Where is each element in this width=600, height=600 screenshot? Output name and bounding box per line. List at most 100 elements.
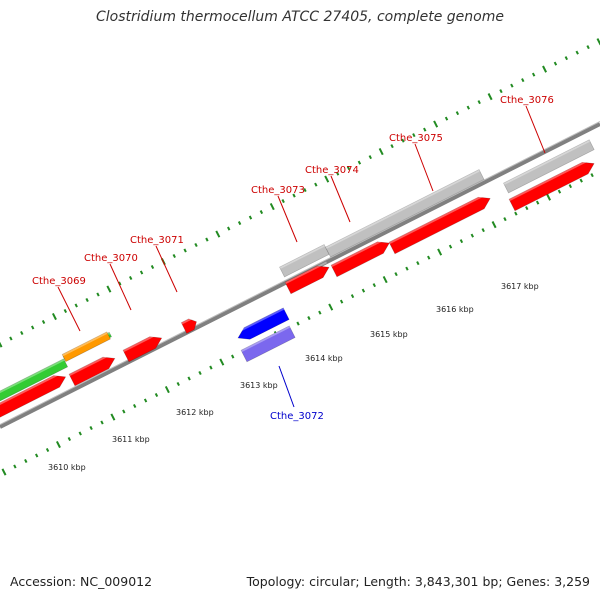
outer-tick: [129, 276, 133, 281]
inner-tick: [503, 217, 507, 222]
outer-tick: [281, 199, 285, 204]
outer-tick: [564, 56, 569, 61]
gene-label: Cthe_3076: [500, 95, 554, 106]
inner-tick: [470, 233, 474, 238]
backbone-highlight: [0, 121, 600, 425]
outer-tick: [368, 155, 372, 160]
gene-label: Cthe_3072: [270, 411, 324, 422]
outer-tick: [106, 285, 112, 293]
kbp-label: 3614 kbp: [305, 354, 343, 363]
label-leader: [414, 143, 434, 192]
outer-tick: [118, 281, 122, 286]
inner-tick: [437, 248, 443, 256]
inner-tick: [45, 447, 50, 453]
inner-tick: [491, 221, 497, 229]
outer-tick: [215, 230, 221, 238]
outer-tick: [378, 148, 384, 156]
outer-tick: [444, 116, 449, 121]
inner-tick: [133, 404, 137, 409]
outer-tick: [150, 265, 155, 270]
label-leaders: [57, 105, 546, 408]
outer-tick: [314, 182, 318, 187]
outer-tick: [227, 226, 231, 231]
outer-tick: [259, 210, 264, 215]
label-leader: [277, 195, 298, 243]
outer-tick: [346, 166, 351, 171]
inner-tick: [416, 261, 420, 266]
inner-tick: [110, 413, 116, 421]
outer-tick: [433, 120, 439, 128]
inner-tick: [231, 354, 235, 359]
inner-tick: [143, 398, 148, 403]
gene-label: Cthe_3073: [251, 185, 305, 196]
inner-tick: [372, 283, 376, 288]
outer-tick: [455, 111, 460, 116]
inner-tick: [427, 255, 431, 260]
outer-tick: [85, 298, 89, 303]
outer-tick: [596, 38, 600, 46]
label-leader: [57, 286, 81, 332]
gene-label: Cthe_3071: [130, 235, 184, 246]
outer-tick: [20, 330, 24, 336]
outer-tick: [194, 243, 198, 248]
inner-tick: [89, 426, 93, 431]
outer-tick: [401, 138, 405, 143]
orange-rna-gene: [61, 331, 111, 362]
cds-3072-purple: [240, 325, 296, 363]
inner-tick: [459, 239, 464, 244]
cds-3069: [68, 352, 116, 387]
outer-tick: [205, 237, 209, 242]
cds-3070: [122, 332, 163, 363]
kbp-label: 3617 kbp: [501, 282, 539, 291]
outer-tick: [183, 248, 187, 253]
inner-tick: [209, 365, 213, 370]
inner-tick: [590, 173, 594, 178]
outer-tick: [575, 50, 579, 55]
inner-tick: [176, 382, 180, 387]
gene-label: Cthe_3075: [389, 133, 443, 144]
cds-3074: [330, 237, 390, 278]
inner-tick: [535, 200, 540, 205]
outer-tick: [9, 336, 13, 341]
inner-tick: [100, 420, 104, 425]
inner-tick: [67, 437, 72, 442]
inner-tick: [394, 272, 398, 277]
outer-tick: [237, 221, 242, 226]
inner-tick: [154, 393, 159, 398]
gene-label: Cthe_3069: [32, 276, 86, 287]
kbp-label: 3611 kbp: [112, 435, 150, 444]
kbp-label: 3615 kbp: [370, 330, 408, 339]
inner-tick: [448, 244, 453, 249]
inner-tick: [318, 310, 322, 315]
outer-tick: [521, 78, 525, 83]
outer-tick: [510, 83, 514, 88]
label-leader: [109, 263, 132, 311]
cds-3075: [388, 192, 491, 255]
cds-3068: [0, 371, 67, 419]
inner-tick: [579, 178, 583, 183]
inner-tick: [361, 288, 366, 293]
gene-label: Cthe_3074: [305, 165, 359, 176]
kbp-label: 3613 kbp: [240, 381, 278, 390]
topology-text: Topology: circular; Length: 3,843,301 bp…: [246, 574, 590, 589]
outer-tick: [51, 312, 57, 321]
outer-tick: [477, 100, 481, 105]
outer-tick: [30, 325, 35, 330]
outer-tick: [466, 105, 470, 110]
genome-backbone: [0, 121, 600, 429]
label-leader: [525, 105, 546, 154]
kbp-labels: 3610 kbp 3611 kbp 3612 kbp 3613 kbp 3614 kbp…: [48, 282, 539, 472]
green-gene-lower: [0, 358, 69, 403]
inner-tick: [307, 316, 311, 321]
outer-tick: [586, 45, 590, 50]
cds-3076: [508, 157, 595, 212]
inner-tick: [514, 211, 518, 216]
outer-tick: [487, 93, 493, 101]
outer-tick: [357, 160, 362, 165]
accession-text: Accession: NC_009012: [10, 574, 153, 589]
pseudo-a: [279, 244, 330, 278]
inner-tick: [525, 206, 529, 211]
inner-tick: [1, 468, 7, 476]
inner-tick: [481, 228, 485, 233]
